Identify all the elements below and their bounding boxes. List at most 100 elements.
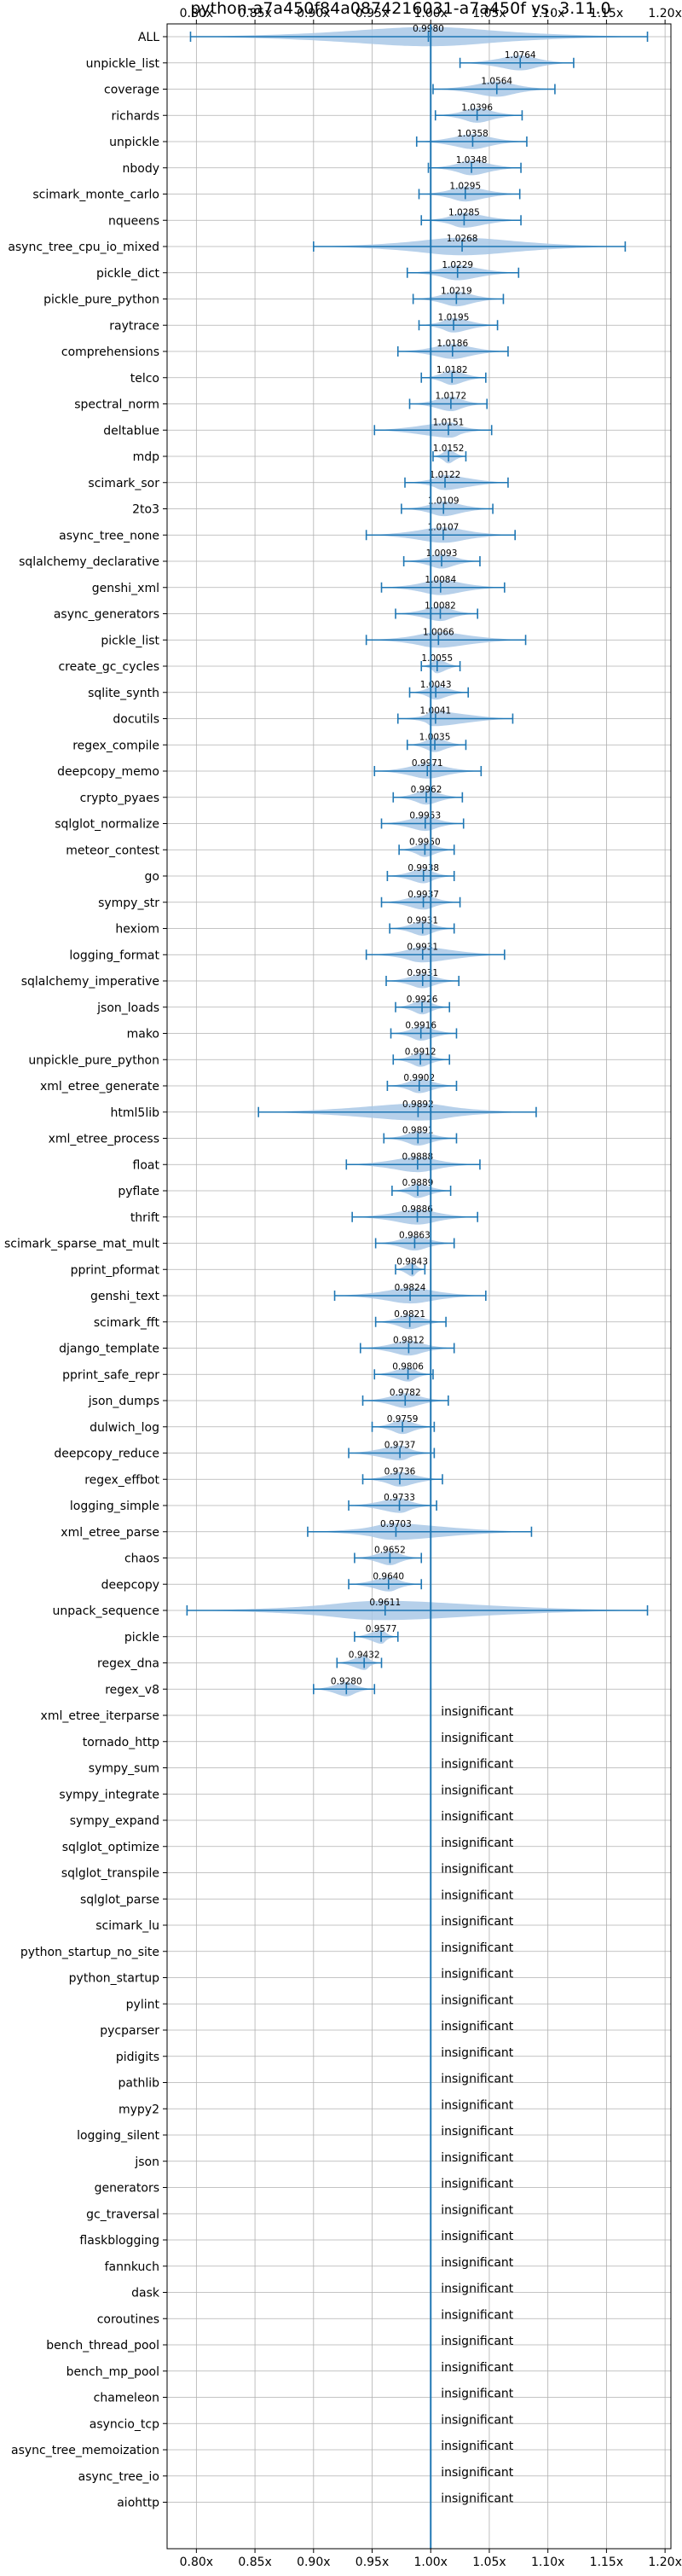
- insignificant-label: insignificant: [441, 2466, 514, 2480]
- category-label: nbody: [123, 162, 160, 176]
- x-tick-label-bottom: 0.95x: [355, 2556, 389, 2569]
- insignificant-label: insignificant: [441, 1993, 514, 2007]
- value-label: 1.0358: [457, 129, 488, 139]
- category-label: scimark_sparse_mat_mult: [4, 1238, 159, 1251]
- value-label: 1.0055: [421, 653, 453, 664]
- category-label: pylint: [126, 1998, 160, 2011]
- category-label: chaos: [124, 1552, 159, 1566]
- value-label: 0.9806: [392, 1361, 424, 1372]
- insignificant-label: insignificant: [441, 1915, 514, 1929]
- category-label: sqlglot_parse: [80, 1893, 159, 1906]
- category-label: ALL: [138, 31, 159, 44]
- category-label: fannkuch: [105, 2260, 159, 2274]
- value-label: 0.9703: [380, 1519, 412, 1529]
- value-label: 1.0152: [433, 444, 465, 454]
- category-label: regex_effbot: [84, 1473, 159, 1487]
- category-label: deepcopy: [101, 1578, 159, 1592]
- category-label: 2to3: [132, 503, 159, 517]
- x-tick-label-top: 0.85x: [238, 7, 271, 20]
- value-label: 1.0084: [425, 575, 456, 585]
- category-label: unpack_sequence: [53, 1604, 159, 1618]
- violin-layer: 0.9980 1.0764 1.0564 1.0396 1.0358 1.0348 1.02…: [186, 24, 649, 2506]
- value-label: 0.9926: [407, 995, 438, 1005]
- value-label: 1.0396: [461, 102, 493, 113]
- x-tick-label-bottom: 0.85x: [238, 2556, 271, 2569]
- category-label: float: [133, 1158, 160, 1172]
- value-label: 0.9912: [405, 1047, 436, 1057]
- category-label: genshi_text: [90, 1290, 160, 1303]
- category-label: regex_v8: [105, 1683, 159, 1697]
- category-label: generators: [95, 2182, 159, 2196]
- x-tick-label-top: 1.10x: [531, 7, 564, 20]
- insignificant-label: insignificant: [441, 2203, 514, 2217]
- category-label: sympy_sum: [89, 1762, 159, 1776]
- top-x-axis: 0.80x 0.85x 0.90x 0.95x 1.00x 1.05x 1.10x 1.15x…: [180, 7, 682, 24]
- chart-title: python-a7a450f84a0874216031-a7a450f vs. …: [190, 0, 610, 18]
- insignificant-label: insignificant: [441, 1758, 514, 1772]
- value-label: 0.9971: [412, 758, 443, 769]
- x-tick-label-top: 1.00x: [414, 7, 448, 20]
- category-label: pyflate: [118, 1185, 159, 1198]
- value-label: 1.0764: [505, 50, 536, 61]
- x-tick-label-bottom: 0.90x: [297, 2556, 330, 2569]
- value-label: 0.9892: [402, 1099, 434, 1110]
- x-tick-label-bottom: 1.05x: [472, 2556, 506, 2569]
- category-label: raytrace: [109, 319, 159, 333]
- insignificant-label: insignificant: [441, 1941, 514, 1955]
- category-label: scimark_monte_carlo: [32, 189, 159, 202]
- insignificant-label: insignificant: [441, 1732, 514, 1745]
- value-label: 0.9652: [374, 1546, 406, 1556]
- insignificant-label: insignificant: [441, 1968, 514, 1981]
- category-label: sqlglot_transpile: [61, 1867, 159, 1881]
- category-label: unpickle_list: [86, 57, 160, 71]
- value-label: 0.9891: [402, 1126, 434, 1136]
- category-label: deepcopy_memo: [57, 765, 159, 779]
- category-label: async_generators: [54, 608, 159, 622]
- category-label: bench_thread_pool: [46, 2339, 159, 2353]
- value-label: 1.0035: [419, 732, 451, 742]
- category-label: pycparser: [100, 2024, 159, 2038]
- category-label: spectral_norm: [74, 398, 159, 412]
- value-label: 0.9888: [402, 1152, 433, 1162]
- insignificant-label: insignificant: [441, 2335, 514, 2348]
- value-label: 0.9432: [349, 1651, 380, 1661]
- category-label: regex_dna: [97, 1657, 159, 1671]
- category-label: mako: [127, 1028, 159, 1041]
- value-label: 1.0122: [430, 470, 461, 480]
- category-label: async_tree_cpu_io_mixed: [8, 241, 159, 254]
- bottom-x-axis: 0.80x 0.85x 0.90x 0.95x 1.00x 1.05x 1.10x 1.15x…: [180, 2549, 682, 2569]
- category-label: xml_etree_parse: [61, 1526, 159, 1540]
- category-label: unpickle: [109, 136, 159, 149]
- value-label: 1.0093: [426, 548, 458, 559]
- category-label: xml_etree_generate: [40, 1080, 159, 1094]
- category-label: dulwich_log: [90, 1421, 159, 1435]
- category-label: sympy_expand: [70, 1814, 159, 1828]
- category-label: genshi_xml: [92, 582, 159, 595]
- category-label: pidigits: [116, 2051, 159, 2064]
- value-label: 0.9938: [407, 863, 439, 873]
- insignificant-label: insignificant: [441, 2440, 514, 2453]
- insignificant-label: insignificant: [441, 2283, 514, 2296]
- value-label: 1.0295: [449, 182, 481, 192]
- category-label: bench_mp_pool: [66, 2365, 159, 2379]
- category-label: xml_etree_process: [49, 1133, 159, 1146]
- category-label: gc_traversal: [86, 2208, 159, 2221]
- x-tick-label-top: 1.20x: [648, 7, 681, 20]
- value-label: 1.0082: [425, 601, 456, 612]
- category-label: chameleon: [94, 2392, 159, 2405]
- insignificant-label: insignificant: [441, 1810, 514, 1824]
- value-label: 1.0109: [428, 496, 459, 507]
- category-label: docutils: [113, 713, 159, 727]
- x-tick-label-bottom: 1.20x: [648, 2556, 681, 2569]
- category-label: sqlalchemy_declarative: [19, 555, 159, 569]
- value-label: 0.9916: [405, 1021, 436, 1031]
- value-label: 1.0348: [456, 155, 488, 165]
- category-label: flaskblogging: [79, 2234, 159, 2248]
- category-label: pathlib: [118, 2077, 160, 2091]
- insignificant-label: insignificant: [441, 2387, 514, 2401]
- category-label: json_dumps: [88, 1395, 159, 1408]
- insignificant-label: insignificant: [441, 1888, 514, 1902]
- value-label: 1.0229: [442, 260, 473, 270]
- value-label: 1.0107: [428, 522, 459, 532]
- value-label: 0.9937: [407, 890, 439, 900]
